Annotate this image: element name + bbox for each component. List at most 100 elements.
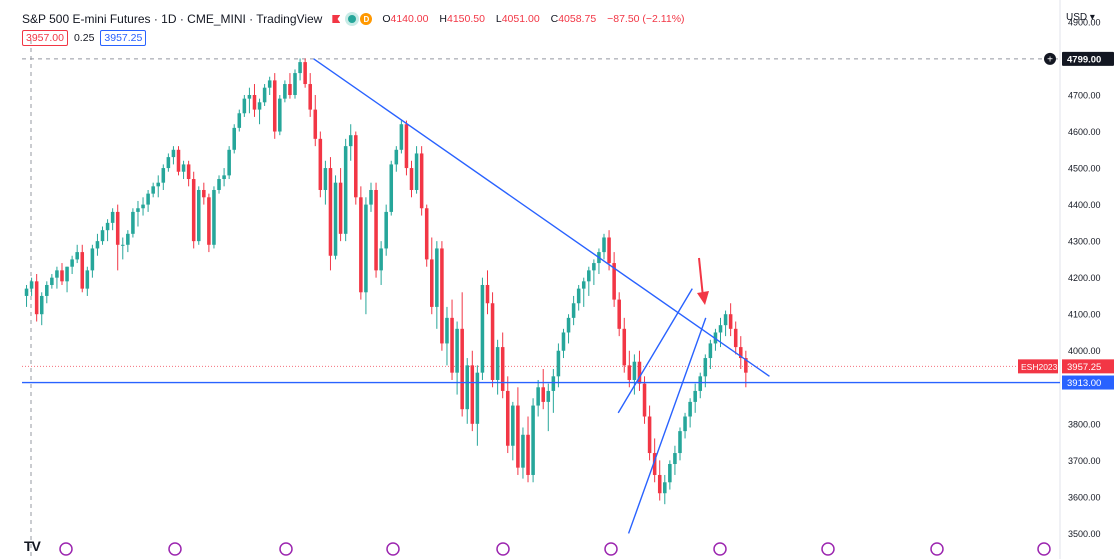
y-tick-label: 3800.00 bbox=[1068, 419, 1101, 429]
candle-body bbox=[495, 347, 500, 380]
candle-body bbox=[566, 317, 571, 333]
crosshair-price-label: 4799.00 bbox=[1067, 54, 1101, 65]
candle-body bbox=[663, 482, 667, 494]
candle-body bbox=[369, 189, 373, 205]
candle-body bbox=[703, 358, 708, 377]
candle-body bbox=[647, 416, 652, 454]
candle-body bbox=[379, 248, 383, 271]
candle-body bbox=[708, 343, 713, 359]
candle-body bbox=[581, 281, 586, 289]
candle-body bbox=[430, 259, 434, 307]
candle-body bbox=[485, 284, 490, 304]
candle-body bbox=[632, 361, 637, 380]
candle-body bbox=[141, 204, 145, 209]
candle-body bbox=[490, 303, 495, 380]
candle-body bbox=[110, 211, 115, 223]
tradingview-logo-icon[interactable]: TV bbox=[24, 538, 41, 554]
add-alert-icon[interactable] bbox=[1044, 52, 1056, 65]
candle-body bbox=[29, 281, 34, 289]
candle-body bbox=[505, 390, 510, 446]
y-tick-label: 3500.00 bbox=[1068, 529, 1101, 539]
candle-body bbox=[668, 464, 672, 483]
candle-body bbox=[333, 182, 338, 256]
candle-body bbox=[191, 179, 196, 242]
candle-body bbox=[318, 138, 323, 190]
candle-body bbox=[500, 347, 505, 391]
dividend-event-icon[interactable] bbox=[930, 542, 944, 556]
annotation-arrow-shaft[interactable] bbox=[698, 257, 704, 298]
candle-body bbox=[475, 372, 480, 424]
candle-body bbox=[146, 193, 150, 205]
candle-body bbox=[227, 149, 231, 176]
candle-body bbox=[85, 270, 90, 289]
candle-body bbox=[45, 284, 49, 296]
candle-body bbox=[75, 252, 79, 260]
bid-button[interactable]: 3957.00 bbox=[22, 30, 68, 46]
candle-body bbox=[612, 263, 616, 300]
candle-body bbox=[445, 317, 449, 344]
candle-body bbox=[470, 365, 475, 424]
dividend-event-icon[interactable] bbox=[386, 542, 400, 556]
candle-body bbox=[293, 73, 297, 95]
last-price-tag bbox=[1062, 359, 1114, 374]
dividend-event-icon[interactable] bbox=[496, 542, 510, 556]
y-tick-label: 4400.00 bbox=[1068, 200, 1101, 210]
candle-body bbox=[531, 405, 535, 475]
candle-body bbox=[637, 361, 642, 384]
candle-body bbox=[733, 328, 738, 348]
ask-button[interactable]: 3957.25 bbox=[100, 30, 147, 46]
candle-body bbox=[455, 328, 459, 373]
candle-body bbox=[359, 197, 363, 293]
candle-body bbox=[683, 416, 687, 432]
candle-body bbox=[176, 149, 181, 172]
candle-body bbox=[511, 405, 515, 446]
candle-body bbox=[70, 259, 74, 267]
candle-body bbox=[617, 299, 621, 329]
candle-body bbox=[237, 113, 242, 128]
candle-body bbox=[551, 376, 556, 391]
wedge-upper-line[interactable] bbox=[617, 288, 693, 414]
candle-body bbox=[90, 248, 95, 271]
dividend-event-icon[interactable] bbox=[168, 542, 182, 556]
candle-body bbox=[521, 434, 525, 468]
candle-body bbox=[272, 80, 277, 132]
candle-body bbox=[288, 84, 292, 95]
candle-body bbox=[348, 135, 353, 147]
delayed-data-icon[interactable]: D bbox=[360, 13, 373, 25]
low-value: 4051.00 bbox=[501, 13, 540, 25]
candle-body bbox=[262, 87, 267, 103]
candle-body bbox=[744, 358, 748, 373]
candle-body bbox=[435, 248, 439, 307]
descending-resistance-line[interactable] bbox=[313, 58, 770, 377]
candle-body bbox=[354, 135, 358, 198]
candle-body bbox=[202, 189, 206, 198]
y-tick-label: 3600.00 bbox=[1068, 492, 1101, 502]
candle-body bbox=[313, 109, 318, 139]
candle-body bbox=[338, 182, 343, 234]
annotation-arrow-head[interactable] bbox=[697, 291, 709, 305]
candle-body bbox=[80, 252, 85, 289]
currency-selector[interactable]: USD ▾ bbox=[1066, 12, 1095, 23]
candle-body bbox=[24, 288, 29, 296]
dividend-event-icon[interactable] bbox=[59, 542, 73, 556]
candle-body bbox=[232, 127, 236, 150]
dividend-event-icon[interactable] bbox=[1037, 542, 1051, 556]
candle-body bbox=[65, 266, 69, 282]
flag-icon[interactable] bbox=[332, 15, 341, 23]
candle-body bbox=[576, 288, 581, 304]
candle-body bbox=[278, 98, 282, 132]
candle-body bbox=[196, 189, 201, 242]
candle-body bbox=[678, 431, 682, 454]
dividend-event-icon[interactable] bbox=[713, 542, 727, 556]
change-value: −87.50 (−2.11%) bbox=[607, 13, 685, 25]
candle-body bbox=[440, 248, 444, 344]
symbol-title[interactable]: S&P 500 E-mini Futures · 1D · CME_MINI ·… bbox=[22, 12, 323, 26]
crosshair-price-tag bbox=[1062, 51, 1114, 66]
plus-icon[interactable]: + bbox=[1047, 54, 1053, 65]
candle-body bbox=[374, 189, 378, 271]
dividend-event-icon[interactable] bbox=[279, 542, 293, 556]
dividend-event-icon[interactable] bbox=[604, 542, 618, 556]
dividend-event-icon[interactable] bbox=[821, 542, 835, 556]
wedge-lower-line[interactable] bbox=[627, 317, 707, 534]
